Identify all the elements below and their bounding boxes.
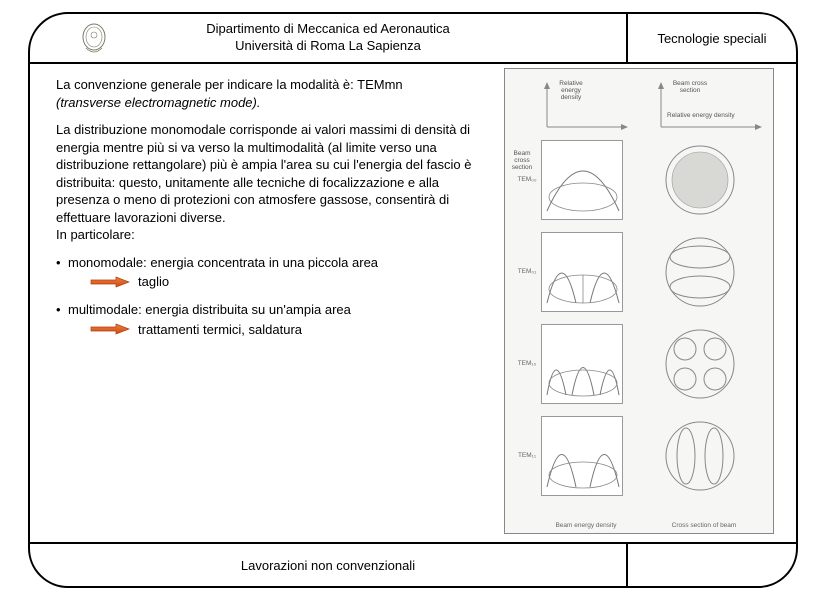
p1-italic: (transverse electromagnetic mode). bbox=[56, 95, 260, 110]
mode-label: TEM₁₀ bbox=[513, 360, 541, 367]
axis-y-left: Relative energy density bbox=[551, 81, 591, 101]
p1-lead: La convenzione generale per indicare la … bbox=[56, 77, 403, 92]
bullet-2: • multimodale: energia distribuita su un… bbox=[56, 301, 490, 338]
header: Dipartimento di Meccanica ed Aeronautica… bbox=[30, 14, 796, 64]
arrow-icon bbox=[90, 276, 130, 288]
header-right-title: Tecnologie speciali bbox=[626, 14, 796, 62]
fig-bottom-left: Beam energy density bbox=[545, 522, 627, 529]
axis-top-right: Beam cross section bbox=[665, 81, 715, 95]
dept-line1: Dipartimento di Meccanica ed Aeronautica bbox=[206, 21, 450, 38]
cross-section bbox=[659, 416, 741, 496]
bullet1-text: monomodale: energia concentrata in una p… bbox=[68, 254, 378, 272]
figure-header: Relative energy density Beam cross secti… bbox=[505, 75, 773, 133]
bullet1-arrow-text: taglio bbox=[138, 273, 169, 291]
cross-section bbox=[659, 232, 741, 312]
footer-right-empty bbox=[626, 544, 796, 586]
footer: Lavorazioni non convenzionali bbox=[30, 542, 796, 586]
slide-frame: Dipartimento di Meccanica ed Aeronautica… bbox=[28, 12, 798, 588]
text-column: La convenzione generale per indicare la … bbox=[30, 64, 500, 542]
mode-row-2: TEM₁₀ bbox=[513, 321, 767, 407]
dept-line2: Università di Roma La Sapienza bbox=[206, 38, 450, 55]
figure-footer: Beam energy density Cross section of bea… bbox=[505, 522, 773, 529]
mode-row-3: TEM₁₁ bbox=[513, 413, 767, 499]
density-plot bbox=[541, 232, 623, 312]
bullet2-text: multimodale: energia distribuita su un'a… bbox=[68, 301, 351, 319]
body: La convenzione generale per indicare la … bbox=[30, 64, 796, 542]
density-plot bbox=[541, 416, 623, 496]
tem-modes-figure: Relative energy density Beam cross secti… bbox=[504, 68, 774, 534]
header-left: Dipartimento di Meccanica ed Aeronautica… bbox=[30, 14, 626, 62]
university-crest-icon bbox=[80, 22, 108, 56]
paragraph-1: La convenzione generale per indicare la … bbox=[56, 76, 490, 111]
mode-row-1: TEM₀₁ bbox=[513, 229, 767, 315]
p2-text: La distribuzione monomodale corrisponde … bbox=[56, 122, 471, 225]
p2-tail: In particolare: bbox=[56, 227, 135, 242]
mode-label: TEM₁₁ bbox=[513, 452, 541, 459]
figure-column: Relative energy density Beam cross secti… bbox=[500, 64, 796, 542]
paragraph-2: La distribuzione monomodale corrisponde … bbox=[56, 121, 490, 244]
bullet2-arrow-text: trattamenti termici, saldatura bbox=[138, 321, 302, 339]
mode-row-0: TEM₀₀ bbox=[513, 137, 767, 223]
bullet-dot-icon: • bbox=[56, 254, 68, 272]
header-title: Dipartimento di Meccanica ed Aeronautica… bbox=[206, 21, 450, 55]
cross-section bbox=[659, 140, 741, 220]
axis-x-right: Relative energy density bbox=[667, 113, 757, 120]
density-plot bbox=[541, 324, 623, 404]
density-plot bbox=[541, 140, 623, 220]
arrow-icon bbox=[90, 323, 130, 335]
bullet-dot-icon: • bbox=[56, 301, 68, 319]
fig-bottom-right: Cross section of beam bbox=[663, 522, 745, 529]
bullet-1: • monomodale: energia concentrata in una… bbox=[56, 254, 490, 291]
mode-label: TEM₀₀ bbox=[513, 176, 541, 183]
cross-section bbox=[659, 324, 741, 404]
mode-label: TEM₀₁ bbox=[513, 268, 541, 275]
footer-caption: Lavorazioni non convenzionali bbox=[30, 544, 626, 586]
figure-grid: TEM₀₀ TEM₀₁ bbox=[513, 137, 767, 505]
